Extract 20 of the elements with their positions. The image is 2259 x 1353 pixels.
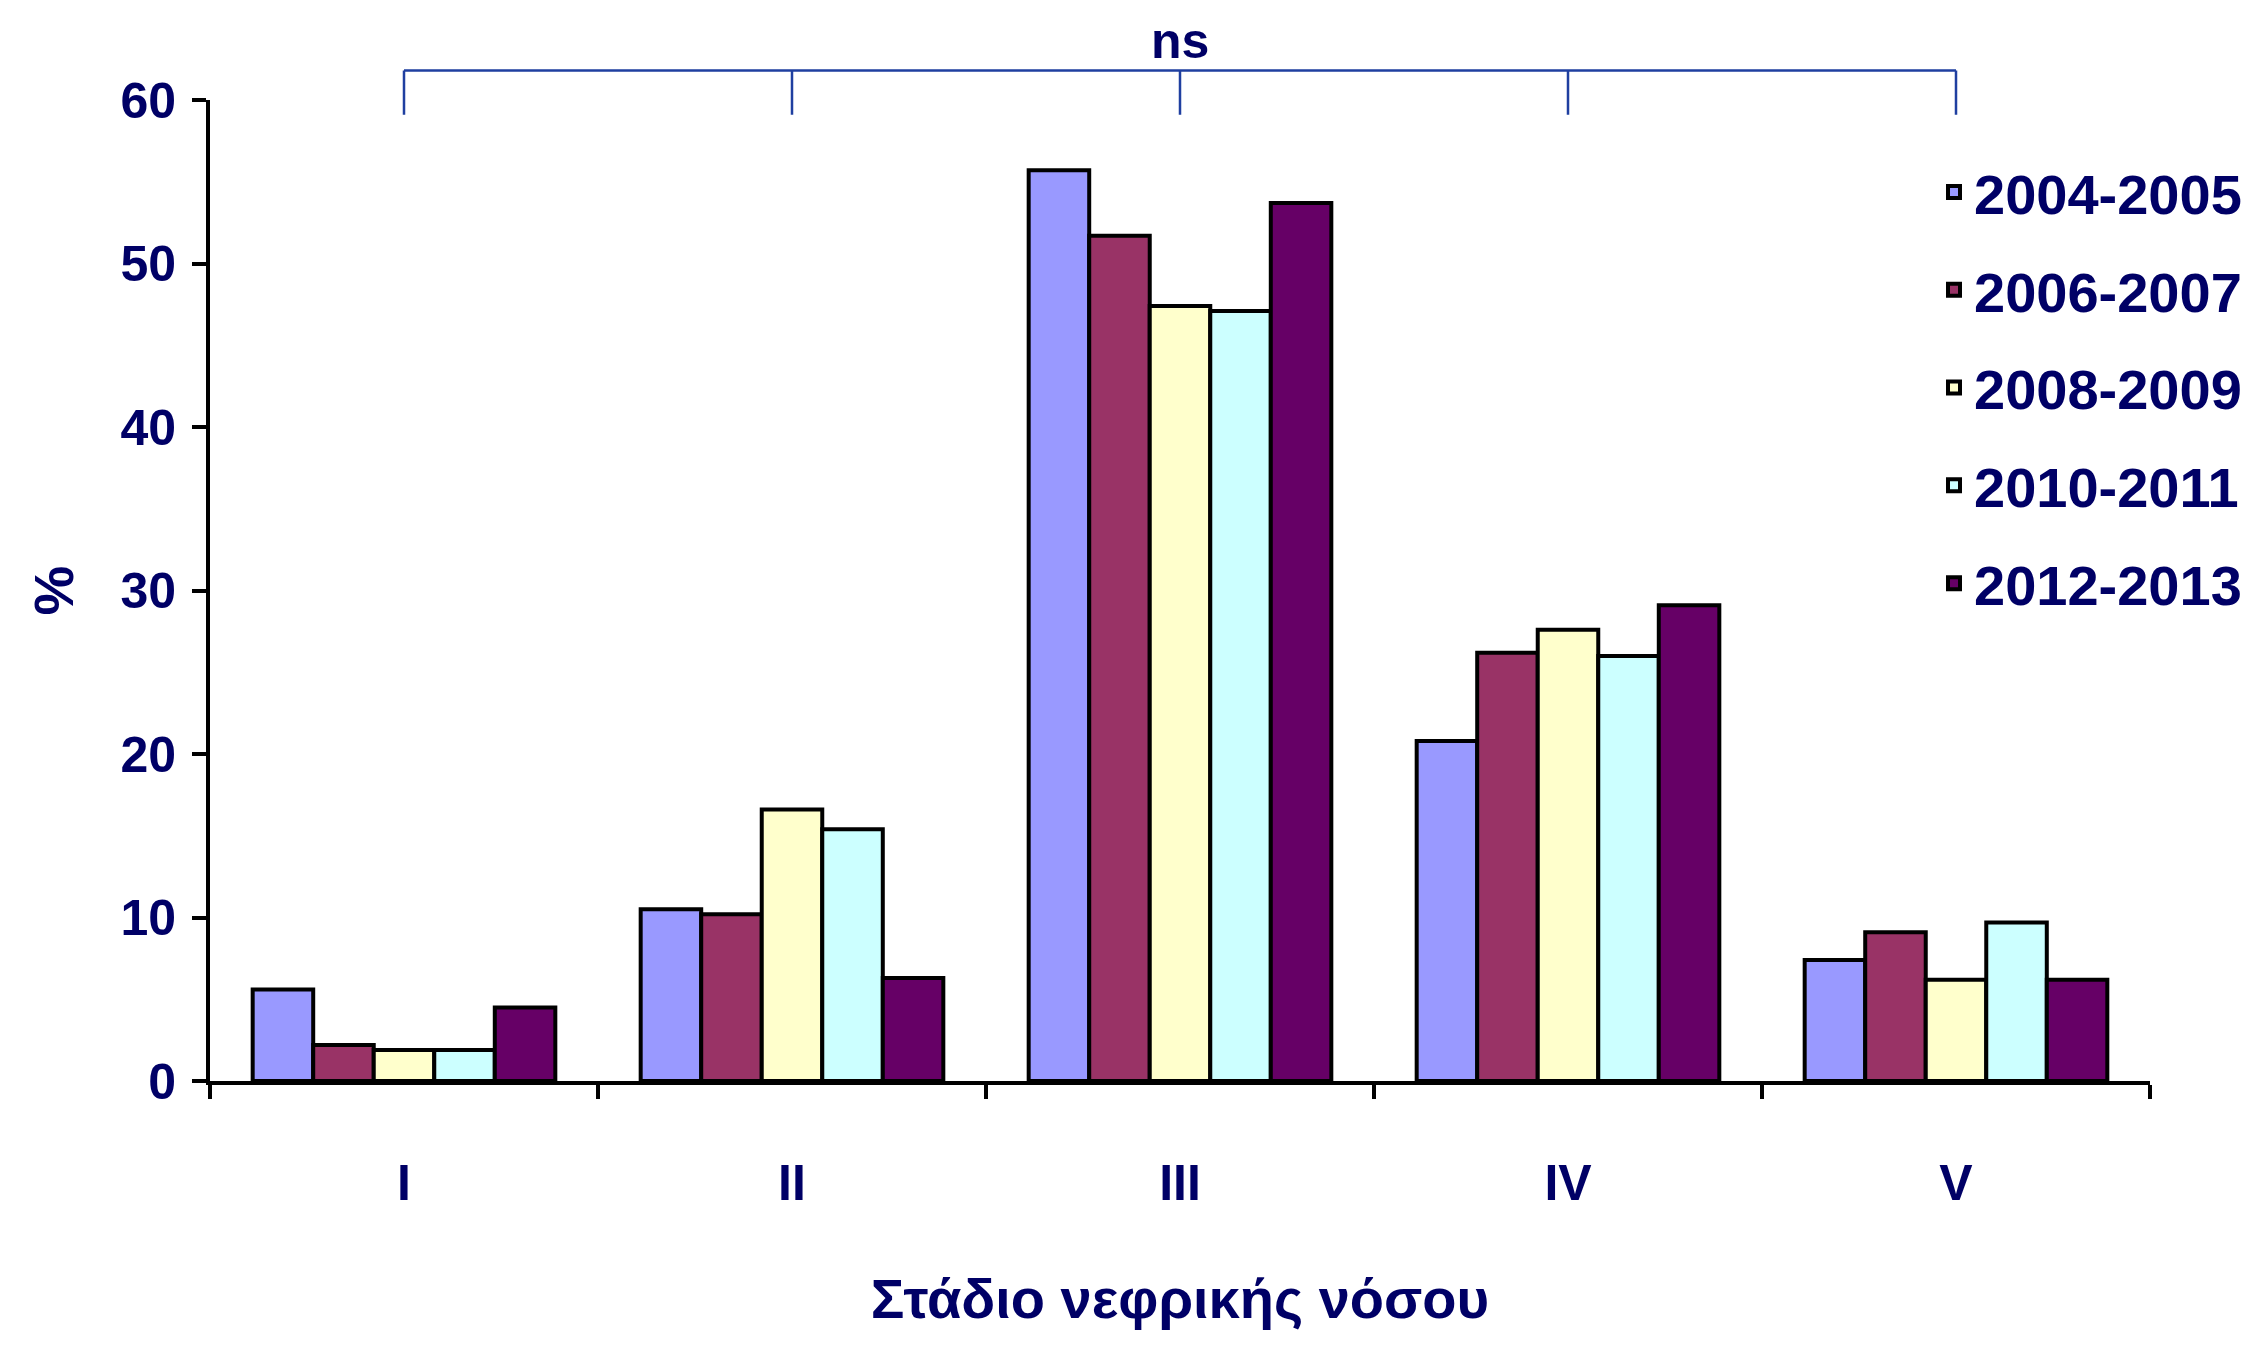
text: ns: [1151, 13, 1210, 69]
y-tick-label: 60: [120, 72, 176, 129]
x-tick-label: II: [778, 1155, 806, 1211]
y-axis-title: %: [21, 565, 85, 616]
y-tick-label: 0: [148, 1053, 176, 1110]
x-tick-label: V: [1939, 1155, 1974, 1211]
legend-label: 2012-2013: [1974, 553, 2242, 617]
y-tick-label: 50: [120, 236, 176, 292]
x-axis-title: Στάδιο νεφρικής νόσου: [870, 1267, 1490, 1331]
legend-label: 2008-2009: [1974, 358, 2242, 422]
y-tick-label: 30: [120, 563, 176, 619]
legend-label: 2006-2007: [1974, 260, 2242, 324]
y-tick-label: 10: [120, 890, 176, 946]
x-tick-label: I: [397, 1155, 411, 1211]
legend-label: 2010-2011: [1974, 456, 2239, 520]
legend-label: 2004-2005: [1974, 162, 2242, 226]
x-tick-label: III: [1159, 1155, 1201, 1211]
y-tick-label: 40: [120, 399, 176, 456]
y-tick-label: 20: [120, 726, 176, 783]
x-tick-label: IV: [1544, 1155, 1593, 1211]
